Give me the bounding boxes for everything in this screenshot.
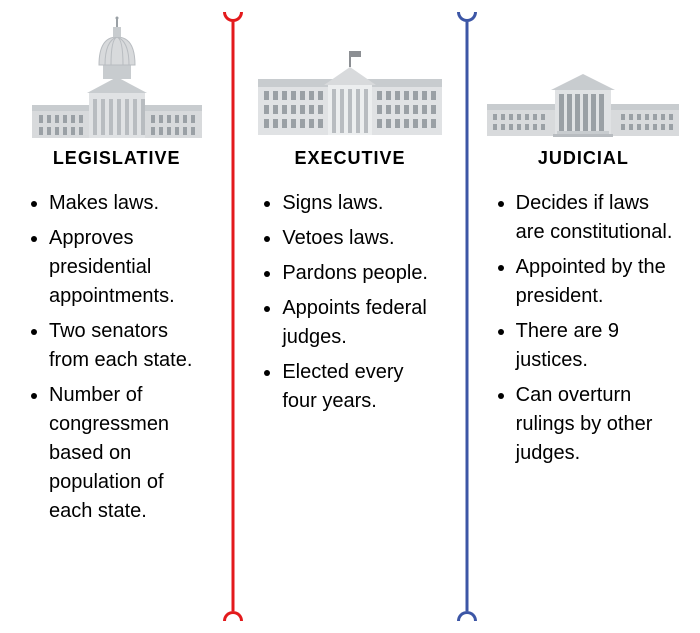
list-item: Vetoes laws. <box>282 224 441 253</box>
list-item: Appoints federal judges. <box>282 294 441 352</box>
judicial-bullets: Decides if laws are constitutional. Appo… <box>482 189 685 474</box>
legislative-heading: LEGISLATIVE <box>53 148 181 169</box>
executive-column: EXECUTIVE Signs laws. Vetoes laws. Pardo… <box>233 0 466 633</box>
supreme-court-icon <box>483 60 683 140</box>
legislative-bullets: Makes laws. Approves presidential appoin… <box>15 189 218 532</box>
legislative-column: LEGISLATIVE Makes laws. Approves preside… <box>0 0 233 633</box>
list-item: Appointed by the president. <box>516 253 675 311</box>
judicial-building-icon <box>482 10 685 140</box>
executive-building-icon <box>248 10 451 140</box>
judicial-heading: JUDICIAL <box>538 148 629 169</box>
list-item: Pardons people. <box>282 259 441 288</box>
list-item: Makes laws. <box>49 189 208 218</box>
white-house-icon <box>250 45 450 140</box>
list-item: Decides if laws are constitutional. <box>516 189 675 247</box>
list-item: Approves presidential appointments. <box>49 224 208 311</box>
list-item: Signs laws. <box>282 189 441 218</box>
capitol-building-icon <box>27 15 207 140</box>
executive-heading: EXECUTIVE <box>294 148 405 169</box>
list-item: There are 9 justices. <box>516 317 675 375</box>
judicial-column: JUDICIAL Decides if laws are constitutio… <box>467 0 700 633</box>
list-item: Number of congressmen based on populatio… <box>49 381 208 526</box>
list-item: Elected every four years. <box>282 358 441 416</box>
list-item: Two senators from each state. <box>49 317 208 375</box>
executive-bullets: Signs laws. Vetoes laws. Pardons people.… <box>248 189 451 422</box>
list-item: Can overturn rulings by other judges. <box>516 381 675 468</box>
legislative-building-icon <box>15 10 218 140</box>
branches-container: LEGISLATIVE Makes laws. Approves preside… <box>0 0 700 633</box>
